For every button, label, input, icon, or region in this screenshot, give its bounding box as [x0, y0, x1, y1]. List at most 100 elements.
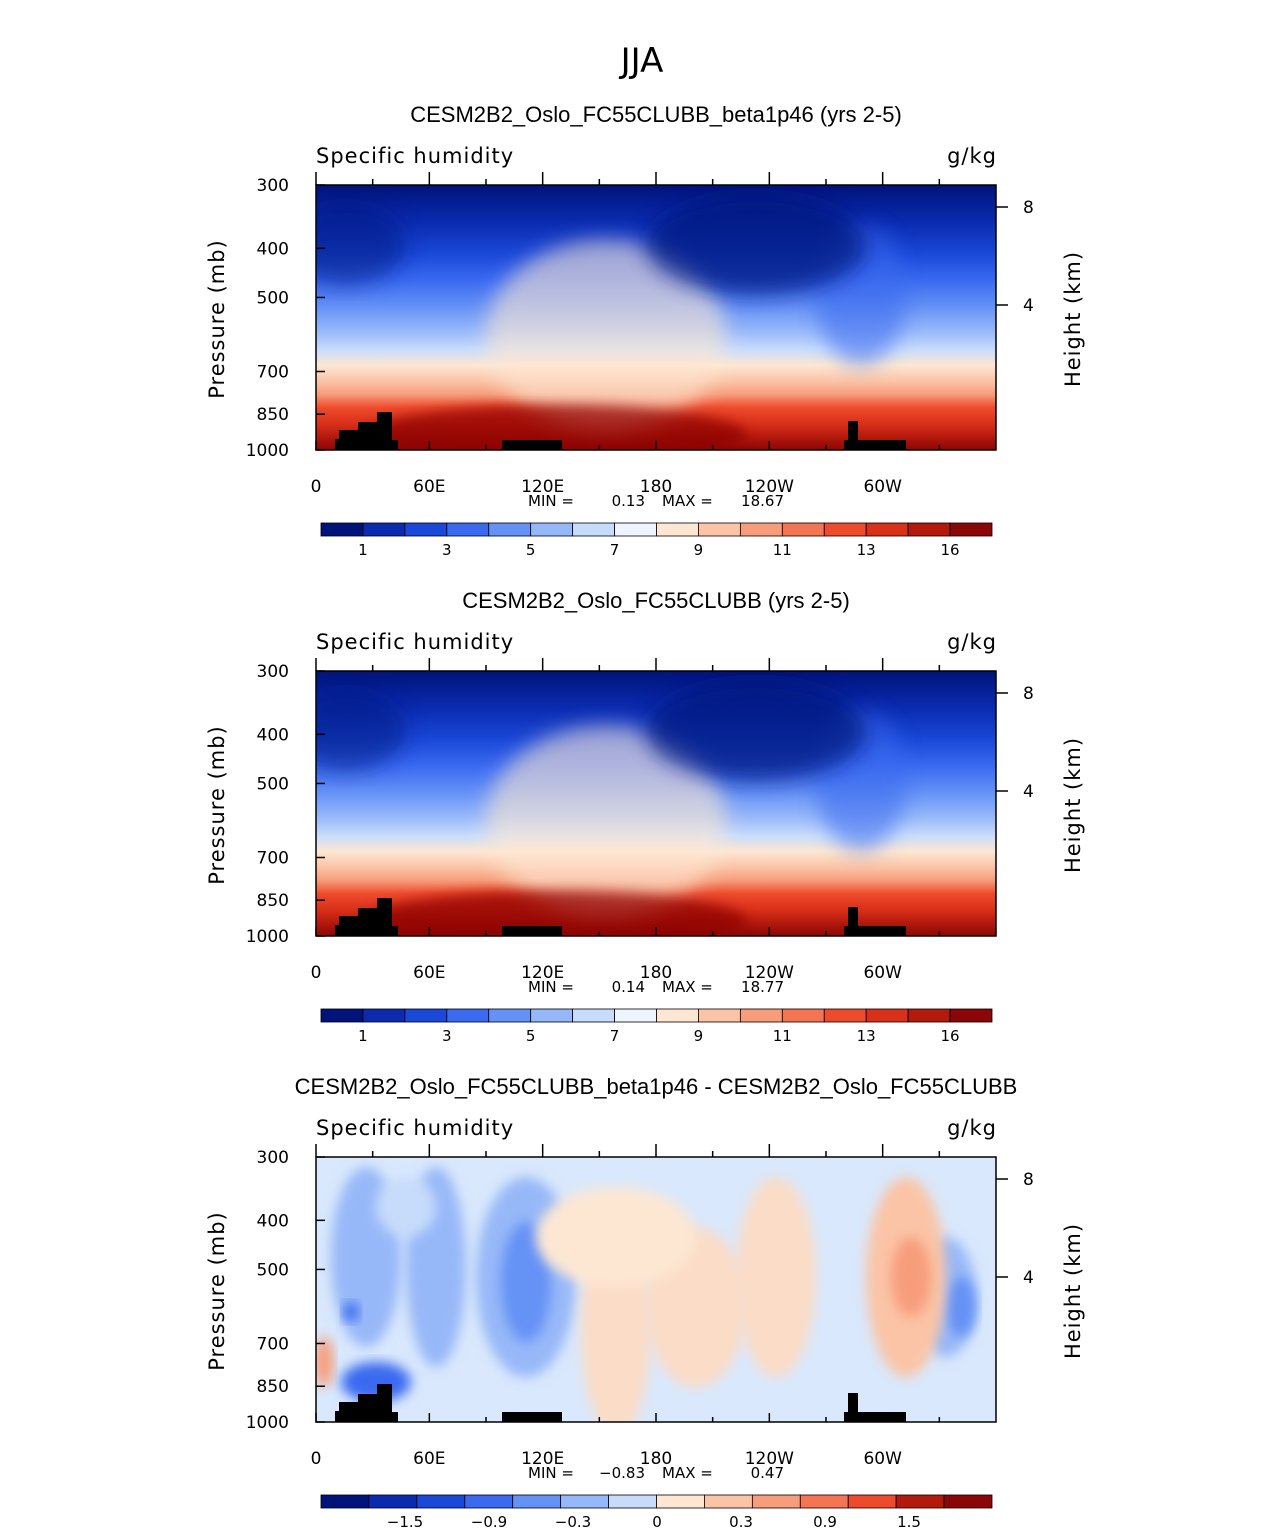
moist-core [366, 405, 746, 450]
terrain-block [377, 898, 392, 936]
colorbar-swatch [488, 522, 532, 537]
plot-area [316, 185, 996, 450]
y-axis-title: Pressure (mb) [205, 1211, 229, 1371]
colorbar-swatch [781, 1008, 825, 1023]
colorbar-swatch [368, 1494, 418, 1509]
colorbar: 1 3 5 7 9 11 13 16 [320, 522, 993, 559]
topography-mask [335, 412, 906, 450]
y-tick-label: 700 [257, 1334, 289, 1354]
y-tick-label: 1000 [246, 1413, 289, 1433]
colorbar-swatch [446, 522, 490, 537]
colorbar-label: 0.3 [729, 1513, 753, 1531]
units-label: g/kg [947, 144, 997, 168]
y-tick-label: 500 [257, 774, 289, 794]
terrain-block [502, 926, 562, 936]
panel-title: CESM2B2_Oslo_FC55CLUBB_beta1p46 (yrs 2-5… [410, 102, 902, 127]
y-right-axis-title: Height (km) [1061, 251, 1085, 387]
anomaly-blob [316, 1337, 334, 1387]
min-label: MIN = [528, 1464, 574, 1482]
max-value: 18.67 [741, 492, 784, 510]
plot-area [316, 1157, 996, 1422]
x-tick-label: 0 [311, 1449, 322, 1469]
colorbar-swatch [656, 522, 699, 537]
y-axis-title: Pressure (mb) [205, 725, 229, 885]
colorbar-swatch [895, 1494, 945, 1509]
colorbar-label: 5 [526, 541, 536, 559]
colorbar-swatch [446, 1008, 490, 1023]
colorbar-swatch [949, 1008, 993, 1023]
colorbar-swatch [823, 1008, 867, 1023]
chart-panel-1: CESM2B2_Oslo_FC55CLUBB_beta1p46 (yrs 2-5… [205, 102, 1085, 559]
colorbar-swatch [362, 522, 406, 537]
x-tick-label: 0 [311, 963, 322, 983]
colorbar-swatch [362, 1008, 406, 1023]
min-value: −0.83 [599, 1464, 645, 1482]
terrain-block [358, 908, 378, 936]
y-tick-label: 500 [257, 288, 289, 308]
colorbar-swatch [572, 1008, 615, 1023]
colorbar-swatch [572, 522, 615, 537]
anomaly-blob [736, 1177, 816, 1377]
x-tick-label: 60E [413, 1449, 445, 1469]
y-tick-label: 850 [257, 891, 289, 911]
y-right-tick-label: 4 [1023, 1268, 1034, 1288]
colorbar-label: −0.3 [555, 1513, 591, 1531]
colorbar-swatch [704, 1494, 753, 1509]
anomaly-blob [946, 1277, 976, 1337]
y-right-axis-title: Height (km) [1061, 1223, 1085, 1359]
colorbar-label: 16 [941, 541, 960, 559]
y-tick-label: 300 [257, 176, 289, 196]
terrain-block [339, 1402, 359, 1422]
panel-title: CESM2B2_Oslo_FC55CLUBB_beta1p46 - CESM2B… [295, 1074, 1018, 1099]
topography-mask [335, 898, 906, 936]
colorbar-swatch [614, 1008, 657, 1023]
colorbar-swatch [560, 1494, 609, 1509]
anomaly-blob [536, 1187, 696, 1287]
x-tick-label: 180 [640, 1449, 672, 1469]
colorbar-label: 1 [358, 1027, 368, 1045]
panel-title: CESM2B2_Oslo_FC55CLUBB (yrs 2-5) [462, 588, 850, 613]
x-tick-label: 120E [521, 963, 564, 983]
colorbar-swatch [320, 1494, 370, 1509]
max-label: MAX = [662, 1464, 713, 1482]
colorbar-swatch [751, 1494, 801, 1509]
anomaly-blob [341, 1362, 411, 1402]
y-tick-label: 500 [257, 1260, 289, 1280]
max-value: 0.47 [751, 1464, 784, 1482]
terrain-block [377, 412, 392, 450]
colorbar: 1 3 5 7 9 11 13 16 [320, 1008, 993, 1045]
min-label: MIN = [528, 492, 574, 510]
colorbar-swatch [608, 1494, 657, 1509]
colorbar-swatch [698, 1008, 741, 1023]
colorbar-swatch [781, 522, 825, 537]
colorbar-swatch [512, 1494, 562, 1509]
dry-trough [316, 691, 406, 771]
terrain-block [848, 907, 858, 936]
anomaly-blob [891, 1237, 931, 1317]
terrain-block [502, 440, 562, 450]
units-label: g/kg [947, 630, 997, 654]
y-tick-label: 1000 [246, 441, 289, 461]
chart-panel-3: CESM2B2_Oslo_FC55CLUBB_beta1p46 - CESM2B… [205, 1074, 1085, 1531]
variable-label: Specific humidity [316, 144, 514, 168]
colorbar-swatch [907, 522, 951, 537]
colorbar-swatch [530, 1008, 574, 1023]
colorbar-label: 11 [773, 1027, 792, 1045]
colorbar-swatch [799, 1494, 849, 1509]
terrain-block [844, 440, 906, 450]
x-tick-label: 120W [745, 963, 794, 983]
terrain-block [392, 926, 398, 936]
colorbar-swatch [656, 1494, 705, 1509]
min-value: 0.13 [612, 492, 645, 510]
colorbar-swatch [823, 522, 867, 537]
units-label: g/kg [947, 1116, 997, 1140]
colorbar-swatch [847, 1494, 897, 1509]
terrain-block [339, 916, 359, 936]
y-tick-label: 400 [257, 725, 289, 745]
colorbar-label: 16 [941, 1027, 960, 1045]
colorbar-label: 3 [442, 1027, 452, 1045]
y-right-tick-label: 8 [1023, 198, 1034, 218]
colorbar-swatch [404, 522, 448, 537]
colorbar-swatch [739, 1008, 783, 1023]
x-axis-ticks [315, 1144, 941, 1422]
